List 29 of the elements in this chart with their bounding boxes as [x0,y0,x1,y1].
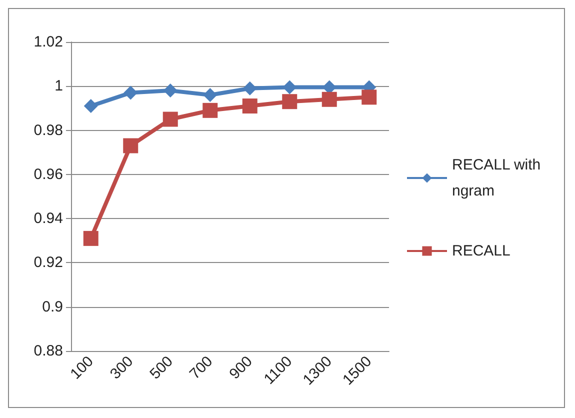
y-tick-label: 0.88 [34,342,63,360]
y-tick-label: 1.02 [34,34,63,50]
point [202,102,218,118]
x-tick-label: 100 [67,352,97,383]
point [322,92,337,107]
point [83,230,98,246]
y-tick-label: 0.92 [34,254,63,272]
point [362,90,377,105]
point [282,94,298,110]
x-tick-label: 300 [106,352,137,383]
point [282,80,297,94]
y-tick-label: 0.98 [34,122,63,139]
point [162,112,178,127]
point [84,99,98,114]
y-tick-label: 0.96 [34,166,63,183]
x-tick-label: 500 [146,352,176,383]
point [124,86,138,100]
y-tick-label: 0.94 [34,210,63,228]
y-tick-label: 1 [54,78,63,95]
legend-label: RECALL with ngram [452,156,545,200]
point [123,138,138,154]
point [242,81,257,96]
point [242,98,258,114]
point [203,88,218,102]
y-tick-label: 0.9 [42,298,63,316]
x-tick-label: 700 [186,352,216,383]
x-tick-label: 900 [226,352,256,383]
point [163,84,178,98]
legend-label: RECALL [452,242,510,260]
